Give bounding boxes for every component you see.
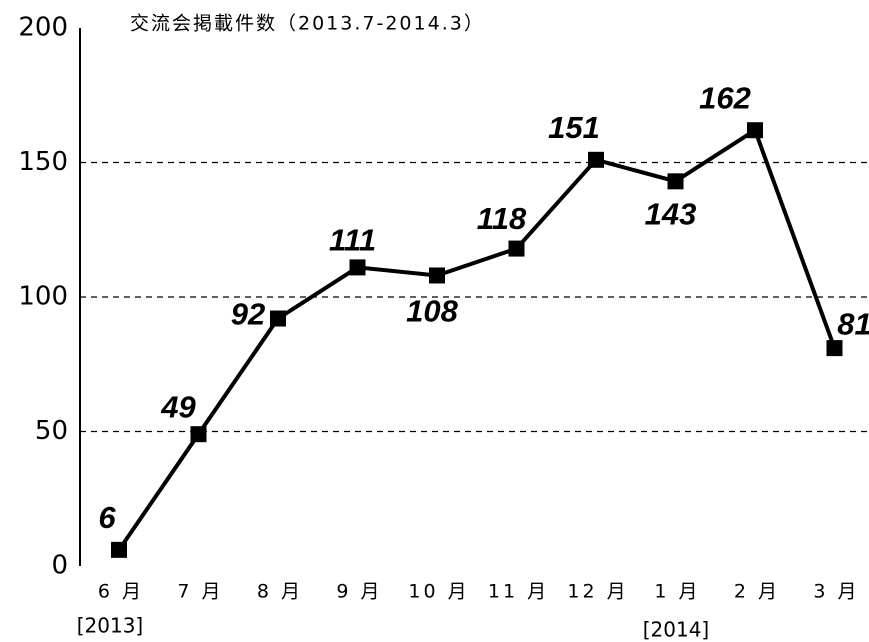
annotation: [2013]	[77, 614, 144, 638]
value-label: 162	[699, 80, 751, 115]
y-tick-label: 50	[35, 416, 68, 446]
x-tick-label: 9 月	[336, 581, 382, 603]
marker	[747, 122, 763, 139]
value-label: 151	[548, 110, 600, 145]
x-tick-label: 1 月	[654, 581, 700, 603]
y-tick-label: 150	[18, 147, 68, 177]
value-label: 108	[406, 294, 458, 329]
value-label: 81	[837, 306, 869, 341]
value-label: 118	[477, 201, 527, 236]
annotation: [2014]	[643, 618, 710, 642]
marker	[508, 240, 525, 257]
value-label: 6	[98, 500, 116, 535]
x-tick-label: 10 月	[408, 581, 469, 603]
value-label: 92	[231, 297, 265, 332]
x-tick-label: 11 月	[488, 581, 549, 603]
y-tick-label: 100	[18, 282, 68, 312]
marker	[826, 340, 843, 357]
marker	[349, 259, 366, 276]
x-tick-label: 12 月	[567, 581, 628, 603]
marker	[429, 267, 445, 284]
value-label: 143	[645, 197, 697, 232]
y-tick-label: 0	[51, 551, 68, 581]
x-tick-label: 7 月	[177, 581, 223, 603]
marker	[111, 541, 127, 558]
x-tick-label: 3 月	[813, 581, 859, 603]
marker	[270, 310, 286, 327]
marker	[667, 173, 684, 190]
marker	[588, 151, 604, 168]
marker	[190, 426, 207, 443]
y-tick-label: 200	[18, 13, 68, 43]
x-tick-label: 2 月	[734, 581, 780, 603]
x-tick-label: 6 月	[98, 581, 144, 603]
value-label: 111	[329, 223, 376, 258]
chart-title: 交流会掲載件数（2013.7-2014.3）	[130, 13, 485, 35]
value-label: 49	[160, 389, 196, 424]
x-tick-label: 8 月	[257, 581, 303, 603]
line	[117, 128, 837, 551]
